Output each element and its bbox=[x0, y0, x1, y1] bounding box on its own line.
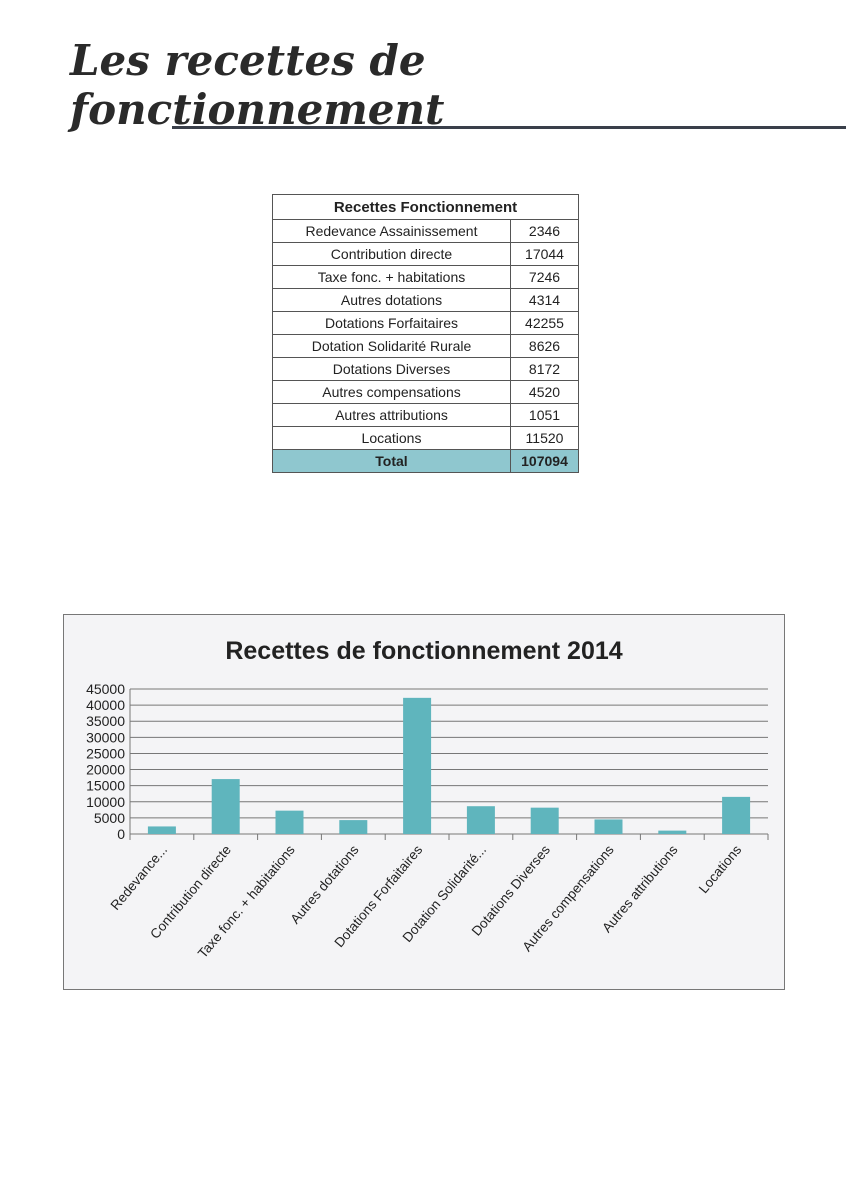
row-value: 17044 bbox=[510, 242, 579, 266]
row-value: 8626 bbox=[510, 334, 579, 358]
y-tick-label: 5000 bbox=[94, 810, 125, 826]
table-row: Taxe fonc. + habitations 7246 bbox=[272, 265, 579, 289]
y-tick-label: 40000 bbox=[86, 697, 125, 713]
x-tick-label: Redevance... bbox=[108, 842, 171, 913]
total-row: Total 107094 bbox=[272, 449, 579, 473]
bar bbox=[275, 810, 304, 834]
row-value: 7246 bbox=[510, 265, 579, 289]
table-row: Contribution directe 17044 bbox=[272, 242, 579, 266]
total-label: Total bbox=[272, 449, 511, 473]
chart-container: Recettes de fonctionnement 2014 0 5000 1000… bbox=[63, 614, 785, 990]
row-value: 42255 bbox=[510, 311, 579, 335]
row-value: 2346 bbox=[510, 219, 579, 243]
row-label: Autres compensations bbox=[272, 380, 511, 404]
row-label: Autres attributions bbox=[272, 403, 511, 427]
table-row: Dotations Diverses 8172 bbox=[272, 357, 579, 381]
row-label: Dotations Diverses bbox=[272, 357, 511, 381]
x-tick-label: Autres dotations bbox=[287, 842, 361, 927]
bar bbox=[594, 819, 623, 834]
bar bbox=[722, 796, 751, 834]
table-row: Autres compensations 4520 bbox=[272, 380, 579, 404]
row-label: Autres dotations bbox=[272, 288, 511, 312]
bar bbox=[339, 820, 368, 834]
table-row: Redevance Assainissement 2346 bbox=[272, 219, 579, 243]
row-label: Locations bbox=[272, 426, 511, 450]
table-row: Dotations Forfaitaires 42255 bbox=[272, 311, 579, 335]
title-underline bbox=[172, 126, 846, 129]
row-value: 8172 bbox=[510, 357, 579, 381]
row-label: Dotations Forfaitaires bbox=[272, 311, 511, 335]
row-value: 1051 bbox=[510, 403, 579, 427]
y-tick-label: 35000 bbox=[86, 713, 125, 729]
chart-title: Recettes de fonctionnement 2014 bbox=[225, 637, 622, 665]
bar-chart: Recettes de fonctionnement 2014 050001000… bbox=[86, 637, 769, 961]
row-label: Taxe fonc. + habitations bbox=[272, 265, 511, 289]
y-tick-label: 25000 bbox=[86, 745, 125, 761]
total-value: 107094 bbox=[510, 449, 579, 473]
x-tick-label: Locations bbox=[696, 842, 745, 896]
y-tick-label: 0 bbox=[117, 826, 125, 842]
table-row: Locations 11520 bbox=[272, 426, 579, 450]
table-row: Autres attributions 1051 bbox=[272, 403, 579, 427]
row-label: Redevance Assainissement bbox=[272, 219, 511, 243]
bar bbox=[530, 807, 559, 834]
row-label: Contribution directe bbox=[272, 242, 511, 266]
page-title: Les recettes de fonctionnement bbox=[70, 36, 445, 134]
table-row: Dotation Solidarité Rurale 8626 bbox=[272, 334, 579, 358]
bar bbox=[658, 830, 687, 834]
bar bbox=[466, 806, 495, 834]
row-value: 4314 bbox=[510, 288, 579, 312]
y-tick-label: 45000 bbox=[86, 681, 125, 697]
row-value: 4520 bbox=[510, 380, 579, 404]
row-value: 11520 bbox=[510, 426, 579, 450]
y-tick-label: 30000 bbox=[86, 729, 125, 745]
table-row: Autres dotations 4314 bbox=[272, 288, 579, 312]
recettes-table: Recettes Fonctionnement Redevance Assain… bbox=[272, 194, 579, 473]
bar bbox=[147, 826, 176, 834]
y-tick-label: 20000 bbox=[86, 762, 125, 778]
bar bbox=[403, 697, 432, 834]
y-tick-label: 10000 bbox=[86, 794, 125, 810]
bar bbox=[211, 779, 240, 834]
y-tick-label: 15000 bbox=[86, 778, 125, 794]
row-label: Dotation Solidarité Rurale bbox=[272, 334, 511, 358]
table-header: Recettes Fonctionnement bbox=[272, 194, 579, 220]
